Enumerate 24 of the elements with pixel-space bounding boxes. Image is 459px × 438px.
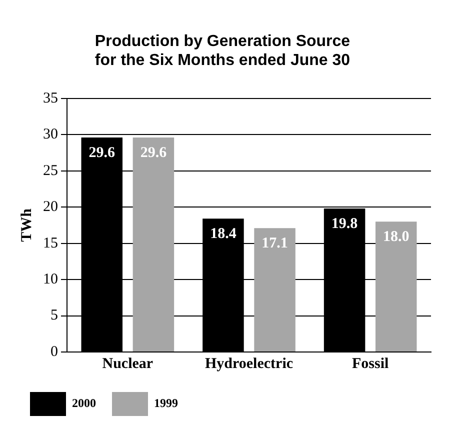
bar <box>375 222 417 352</box>
y-tick-label: 15 <box>43 235 58 252</box>
y-tick-label: 20 <box>43 199 58 216</box>
y-tick-label: 0 <box>50 344 58 360</box>
y-tick-label: 35 <box>43 90 58 106</box>
data-label: 19.8 <box>331 216 358 232</box>
bar <box>132 138 174 352</box>
y-tick-label: 5 <box>50 308 58 324</box>
legend-label: 1999 <box>154 396 178 410</box>
data-label: 29.6 <box>88 144 116 161</box>
legend-label: 2000 <box>72 396 96 410</box>
chart-title: Production by Generation Source for the Six Months ended June 30 <box>94 33 350 70</box>
y-tick-label: 30 <box>43 126 58 143</box>
x-tick-label: Hydroelectric <box>204 356 294 372</box>
x-tick-label: Fossil <box>352 356 389 372</box>
x-tick-label: Nuclear <box>102 356 154 372</box>
data-label: 18.0 <box>382 228 410 245</box>
y-tick-label: 10 <box>43 271 58 288</box>
y-tick-label: 25 <box>43 162 58 179</box>
data-label: 29.6 <box>140 144 168 161</box>
bar <box>254 228 296 352</box>
data-label: 18.4 <box>210 226 237 242</box>
data-label: 17.1 <box>262 235 288 252</box>
y-axis-title: TWh <box>18 208 35 242</box>
